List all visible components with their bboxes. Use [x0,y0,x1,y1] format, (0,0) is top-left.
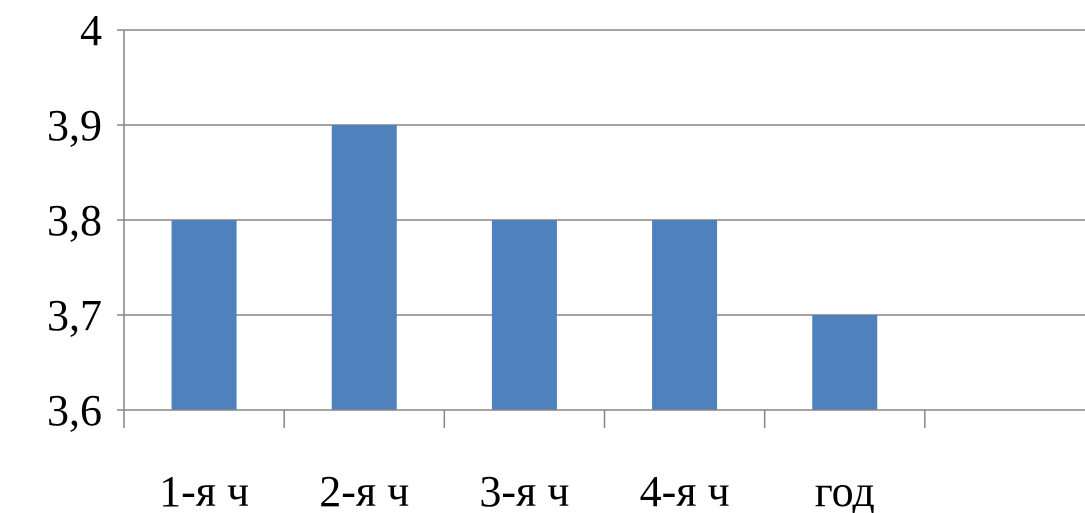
gridlines [124,29,1085,316]
bar [491,220,557,410]
x-tick-label: 2-я ч [319,467,409,513]
axes [117,29,1085,428]
y-tick-label: 3,9 [47,101,102,150]
x-tick-labels: 1-я ч 2-я ч 3-я ч 4-я ч год [159,467,875,513]
bar [812,315,878,410]
bar [171,220,237,410]
bar [652,220,718,410]
y-tick-labels: 3,6 3,7 3,8 3,9 4 [47,6,102,435]
x-tick-label: 1-я ч [159,467,249,513]
x-tick-label: год [815,467,875,513]
x-tick-label: 4-я ч [640,467,730,513]
bars [171,125,878,410]
y-tick-label: 3,8 [47,196,102,245]
y-tick-label: 3,7 [47,291,102,340]
bar [331,125,397,410]
y-tick-label: 4 [80,6,102,55]
x-tick-label: 3-я ч [479,467,569,513]
y-tick-label: 3,6 [47,386,102,435]
